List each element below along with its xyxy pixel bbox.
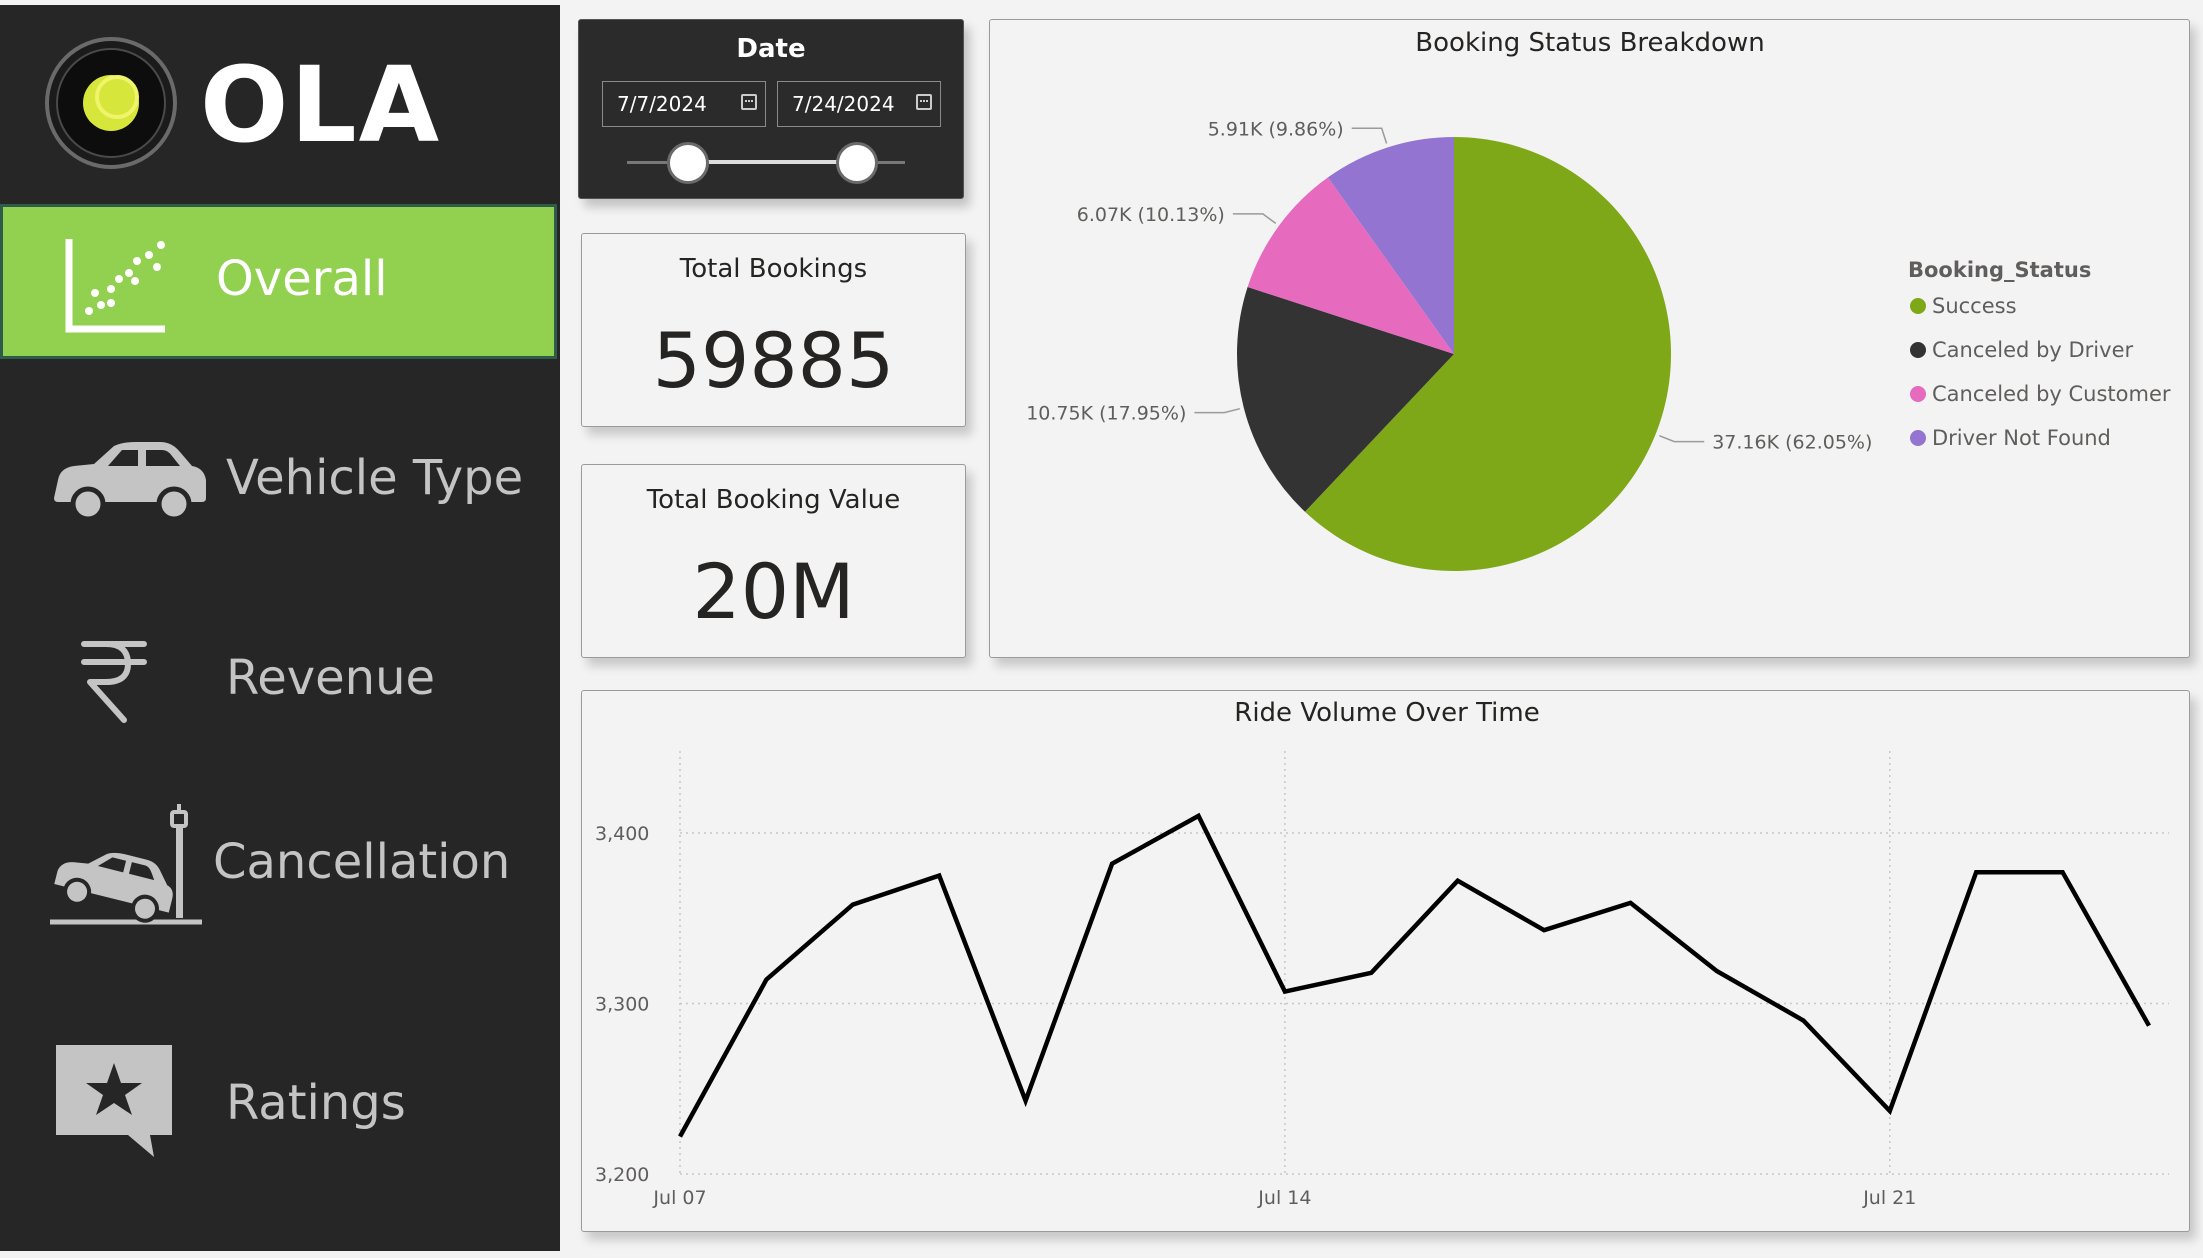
nav-label-overall: Overall xyxy=(216,251,388,307)
ride-volume-chart-card: Ride Volume Over Time 3,200 3,300 3,400 Ju… xyxy=(581,690,2190,1232)
pie-data-label: 37.16K (62.05%) xyxy=(1712,432,1872,454)
nav-item-cancellation[interactable]: Cancellation xyxy=(0,790,557,930)
booking-status-pie-chart: Booking Status Breakdown 37.16K (62.05%)… xyxy=(1026,28,2171,571)
line-chart-title: Ride Volume Over Time xyxy=(1234,698,1539,728)
calendar-icon[interactable] xyxy=(741,94,757,110)
pie-slice-success[interactable] xyxy=(1304,137,1671,571)
calendar-icon[interactable] xyxy=(916,94,932,110)
total-booking-value-label: Total Booking Value xyxy=(646,485,901,515)
legend-marker-canceled-by-customer xyxy=(1910,386,1926,402)
nav-item-ratings[interactable]: Ratings xyxy=(0,1035,557,1170)
pie-data-label: 5.91K (9.86%) xyxy=(1208,118,1344,140)
pie-leader-line xyxy=(1351,127,1388,144)
ride-volume-series-line xyxy=(678,812,2151,1138)
pie-slice-canceled-by-customer[interactable] xyxy=(1247,177,1454,354)
legend-marker-success xyxy=(1910,298,1926,314)
pie-leader-line xyxy=(1194,407,1241,414)
ola-logo: OLA xyxy=(45,33,465,173)
nav-label-vehicle-type: Vehicle Type xyxy=(226,450,524,506)
start-date-value: 7/7/2024 xyxy=(617,92,707,116)
total-bookings-value: 59885 xyxy=(652,316,895,405)
x-tick-label: Jul 07 xyxy=(652,1187,706,1209)
y-tick-label: 3,300 xyxy=(595,994,649,1016)
car-crash-icon xyxy=(50,804,202,925)
date-slider-start-handle[interactable] xyxy=(667,142,709,184)
legend-item-canceled-by-driver[interactable]: Canceled by Driver xyxy=(1932,338,2133,362)
nav-item-overall[interactable]: Overall xyxy=(0,204,557,359)
date-slider-end-handle[interactable] xyxy=(836,142,878,184)
date-slider-range xyxy=(688,160,858,164)
rupee-icon xyxy=(81,641,147,723)
total-bookings-label: Total Bookings xyxy=(679,254,868,284)
y-tick-label: 3,400 xyxy=(595,823,649,845)
nav-item-vehicle-type[interactable]: Vehicle Type xyxy=(0,410,557,545)
legend-title: Booking_Status xyxy=(1908,258,2091,282)
pie-slice-driver-not-found[interactable] xyxy=(1327,137,1454,354)
legend-marker-driver-not-found xyxy=(1910,430,1926,446)
booking-status-chart-card: Booking Status Breakdown 37.16K (62.05%)… xyxy=(989,19,2190,658)
y-tick-label: 3,200 xyxy=(595,1164,649,1186)
x-tick-label: Jul 14 xyxy=(1257,1187,1311,1209)
pie-data-label: 6.07K (10.13%) xyxy=(1077,204,1225,226)
legend-item-canceled-by-customer[interactable]: Canceled by Customer xyxy=(1932,382,2171,406)
end-date-value: 7/24/2024 xyxy=(792,92,895,116)
total-booking-value-card: Total Booking Value 20M xyxy=(581,464,966,658)
total-bookings-card: Total Bookings 59885 xyxy=(581,233,966,427)
star-review-icon xyxy=(56,1045,172,1157)
nav-item-revenue[interactable]: Revenue xyxy=(0,610,557,740)
pie-leader-line xyxy=(1659,434,1705,443)
start-date-input[interactable]: 7/7/2024 xyxy=(602,81,766,127)
x-tick-label: Jul 21 xyxy=(1862,1187,1916,1209)
date-slicer: Date 7/7/2024 7/24/2024 xyxy=(578,19,964,199)
nav-label-ratings: Ratings xyxy=(226,1075,406,1131)
logo-text: OLA xyxy=(200,44,442,166)
pie-chart-title: Booking Status Breakdown xyxy=(1415,28,1764,58)
nav-label-revenue: Revenue xyxy=(226,650,436,706)
ola-logo-icon xyxy=(45,37,177,169)
legend-item-driver-not-found[interactable]: Driver Not Found xyxy=(1932,426,2111,450)
legend-marker-canceled-by-driver xyxy=(1910,342,1926,358)
pie-slice-canceled-by-driver[interactable] xyxy=(1237,286,1454,512)
nav-label-cancellation: Cancellation xyxy=(213,834,511,890)
sidebar: OLA Overall xyxy=(0,5,560,1251)
date-slicer-title: Date xyxy=(736,34,806,64)
pie-leader-line xyxy=(1232,213,1277,224)
end-date-input[interactable]: 7/24/2024 xyxy=(777,81,941,127)
scatter-chart-icon xyxy=(65,239,165,333)
total-booking-value-value: 20M xyxy=(692,547,855,636)
car-icon xyxy=(54,442,206,522)
ride-volume-line-chart: Ride Volume Over Time 3,200 3,300 3,400 Ju… xyxy=(595,698,2169,1209)
legend-item-success[interactable]: Success xyxy=(1932,294,2017,318)
pie-data-label: 10.75K (17.95%) xyxy=(1026,403,1186,425)
